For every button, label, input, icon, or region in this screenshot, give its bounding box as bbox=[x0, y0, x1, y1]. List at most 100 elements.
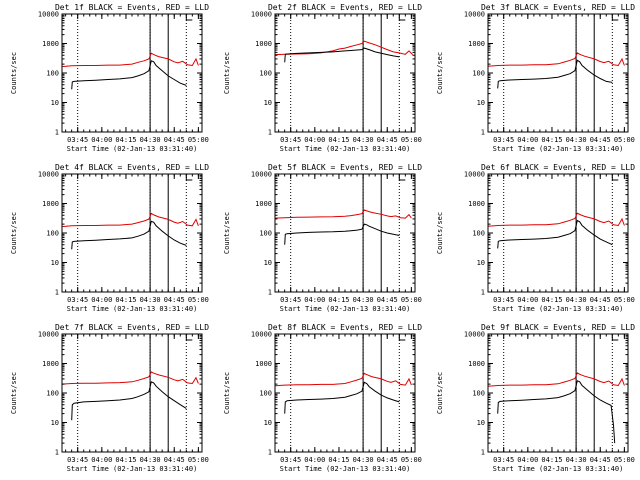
x-tick-label: 04:30 bbox=[566, 456, 587, 464]
x-tick-label: 05:00 bbox=[401, 136, 422, 144]
x-tick-label: 03:45 bbox=[280, 296, 301, 304]
interval-marker bbox=[185, 174, 193, 181]
detector-panel-2: Det 2f BLACK = Events, RED = LLD 1 10 100 10… bbox=[223, 3, 422, 153]
x-tick-label: 04:45 bbox=[590, 136, 611, 144]
x-axis-label: Start Time (02-Jan-13 03:31:40) bbox=[493, 465, 624, 473]
interval-marker bbox=[185, 334, 193, 341]
detector-panel-7: Det 7f BLACK = Events, RED = LLD 1 10 100 10… bbox=[10, 323, 209, 473]
y-axis-label: Counts/sec bbox=[436, 52, 444, 94]
x-tick-label: 04:45 bbox=[164, 136, 185, 144]
x-tick-label: 04:15 bbox=[115, 296, 136, 304]
series-line-lld bbox=[61, 212, 199, 228]
x-tick-label: 04:30 bbox=[140, 136, 161, 144]
y-tick-label: 10000 bbox=[464, 331, 485, 339]
x-tick-label: 03:45 bbox=[67, 136, 88, 144]
panel-title: Det 1f BLACK = Events, RED = LLD bbox=[55, 3, 209, 12]
panel-title: Det 4f BLACK = Events, RED = LLD bbox=[55, 163, 209, 172]
x-tick-label: 04:15 bbox=[328, 456, 349, 464]
y-tick-label: 10000 bbox=[251, 331, 272, 339]
x-tick-label: 04:00 bbox=[304, 136, 325, 144]
x-axis-label: Start Time (02-Jan-13 03:31:40) bbox=[280, 305, 411, 313]
x-tick-label: 05:00 bbox=[401, 456, 422, 464]
x-axis-label: Start Time (02-Jan-13 03:31:40) bbox=[67, 305, 198, 313]
y-axis-label: Counts/sec bbox=[436, 212, 444, 254]
x-tick-label: 03:45 bbox=[67, 456, 88, 464]
panel-title: Det 9f BLACK = Events, RED = LLD bbox=[481, 323, 635, 332]
x-tick-label: 03:45 bbox=[280, 136, 301, 144]
x-tick-label: 04:15 bbox=[541, 296, 562, 304]
interval-marker bbox=[398, 334, 406, 341]
y-tick-label: 100 bbox=[46, 390, 59, 398]
y-tick-label: 10 bbox=[477, 419, 485, 427]
x-tick-label: 04:45 bbox=[590, 456, 611, 464]
interval-marker bbox=[611, 174, 619, 181]
series-line-events bbox=[497, 59, 613, 89]
x-axis-label: Start Time (02-Jan-13 03:31:40) bbox=[67, 145, 198, 153]
series-line-events bbox=[284, 381, 400, 414]
detector-panel-3: Det 3f BLACK = Events, RED = LLD 1 10 100 10… bbox=[436, 3, 635, 153]
plot-frame bbox=[274, 333, 416, 453]
y-tick-label: 100 bbox=[472, 390, 485, 398]
x-tick-label: 04:00 bbox=[91, 456, 112, 464]
x-tick-label: 05:00 bbox=[614, 456, 635, 464]
series-line-events bbox=[71, 381, 187, 421]
x-tick-label: 04:30 bbox=[566, 296, 587, 304]
y-tick-label: 100 bbox=[259, 70, 272, 78]
plot-frame bbox=[61, 173, 203, 293]
x-tick-label: 03:45 bbox=[280, 456, 301, 464]
x-axis-label: Start Time (02-Jan-13 03:31:40) bbox=[280, 145, 411, 153]
series-line-lld bbox=[487, 52, 625, 67]
y-tick-label: 1000 bbox=[468, 360, 485, 368]
plot-frame bbox=[61, 333, 203, 453]
x-tick-label: 04:00 bbox=[304, 296, 325, 304]
interval-marker bbox=[398, 14, 406, 21]
interval-marker bbox=[398, 174, 406, 181]
y-tick-label: 10000 bbox=[38, 11, 59, 19]
x-tick-label: 05:00 bbox=[401, 296, 422, 304]
x-tick-label: 04:45 bbox=[377, 296, 398, 304]
y-axis-label: Counts/sec bbox=[223, 372, 231, 414]
y-tick-label: 10000 bbox=[38, 331, 59, 339]
series-line-events bbox=[497, 219, 613, 249]
x-tick-label: 05:00 bbox=[188, 296, 209, 304]
series-line-lld bbox=[274, 40, 413, 56]
interval-marker bbox=[611, 334, 619, 341]
x-tick-label: 04:00 bbox=[517, 136, 538, 144]
detector-panel-1: Det 1f BLACK = Events, RED = LLD 1 10 100 10… bbox=[10, 3, 209, 153]
y-axis-label: Counts/sec bbox=[223, 52, 231, 94]
y-tick-label: 1 bbox=[55, 289, 59, 297]
x-tick-label: 04:30 bbox=[353, 136, 374, 144]
series-line-events bbox=[284, 47, 400, 63]
y-tick-label: 10000 bbox=[38, 171, 59, 179]
x-tick-label: 03:45 bbox=[493, 296, 514, 304]
panel-title: Det 6f BLACK = Events, RED = LLD bbox=[481, 163, 635, 172]
series-line-lld bbox=[274, 372, 412, 387]
y-tick-label: 10 bbox=[51, 419, 59, 427]
x-tick-label: 04:15 bbox=[328, 296, 349, 304]
y-axis-label: Counts/sec bbox=[10, 212, 18, 254]
y-tick-label: 1000 bbox=[468, 40, 485, 48]
y-axis-label: Counts/sec bbox=[436, 372, 444, 414]
series-line-events bbox=[71, 60, 187, 90]
y-tick-label: 100 bbox=[472, 70, 485, 78]
x-tick-label: 04:45 bbox=[377, 136, 398, 144]
y-tick-label: 1000 bbox=[42, 40, 59, 48]
x-axis-label: Start Time (02-Jan-13 03:31:40) bbox=[67, 465, 198, 473]
plot-frame bbox=[274, 13, 416, 133]
panel-title: Det 7f BLACK = Events, RED = LLD bbox=[55, 323, 209, 332]
y-tick-label: 10 bbox=[264, 419, 272, 427]
series-line-lld bbox=[487, 372, 625, 387]
x-tick-label: 04:45 bbox=[164, 296, 185, 304]
y-tick-label: 1 bbox=[268, 289, 272, 297]
y-tick-label: 100 bbox=[472, 230, 485, 238]
y-tick-label: 10 bbox=[264, 259, 272, 267]
y-tick-label: 1 bbox=[268, 129, 272, 137]
y-axis-label: Counts/sec bbox=[10, 52, 18, 94]
series-line-events bbox=[284, 223, 400, 245]
y-tick-label: 10 bbox=[477, 99, 485, 107]
y-tick-label: 1 bbox=[268, 449, 272, 457]
series-line-events bbox=[71, 220, 187, 250]
panel-title: Det 5f BLACK = Events, RED = LLD bbox=[268, 163, 422, 172]
y-tick-label: 1 bbox=[55, 449, 59, 457]
